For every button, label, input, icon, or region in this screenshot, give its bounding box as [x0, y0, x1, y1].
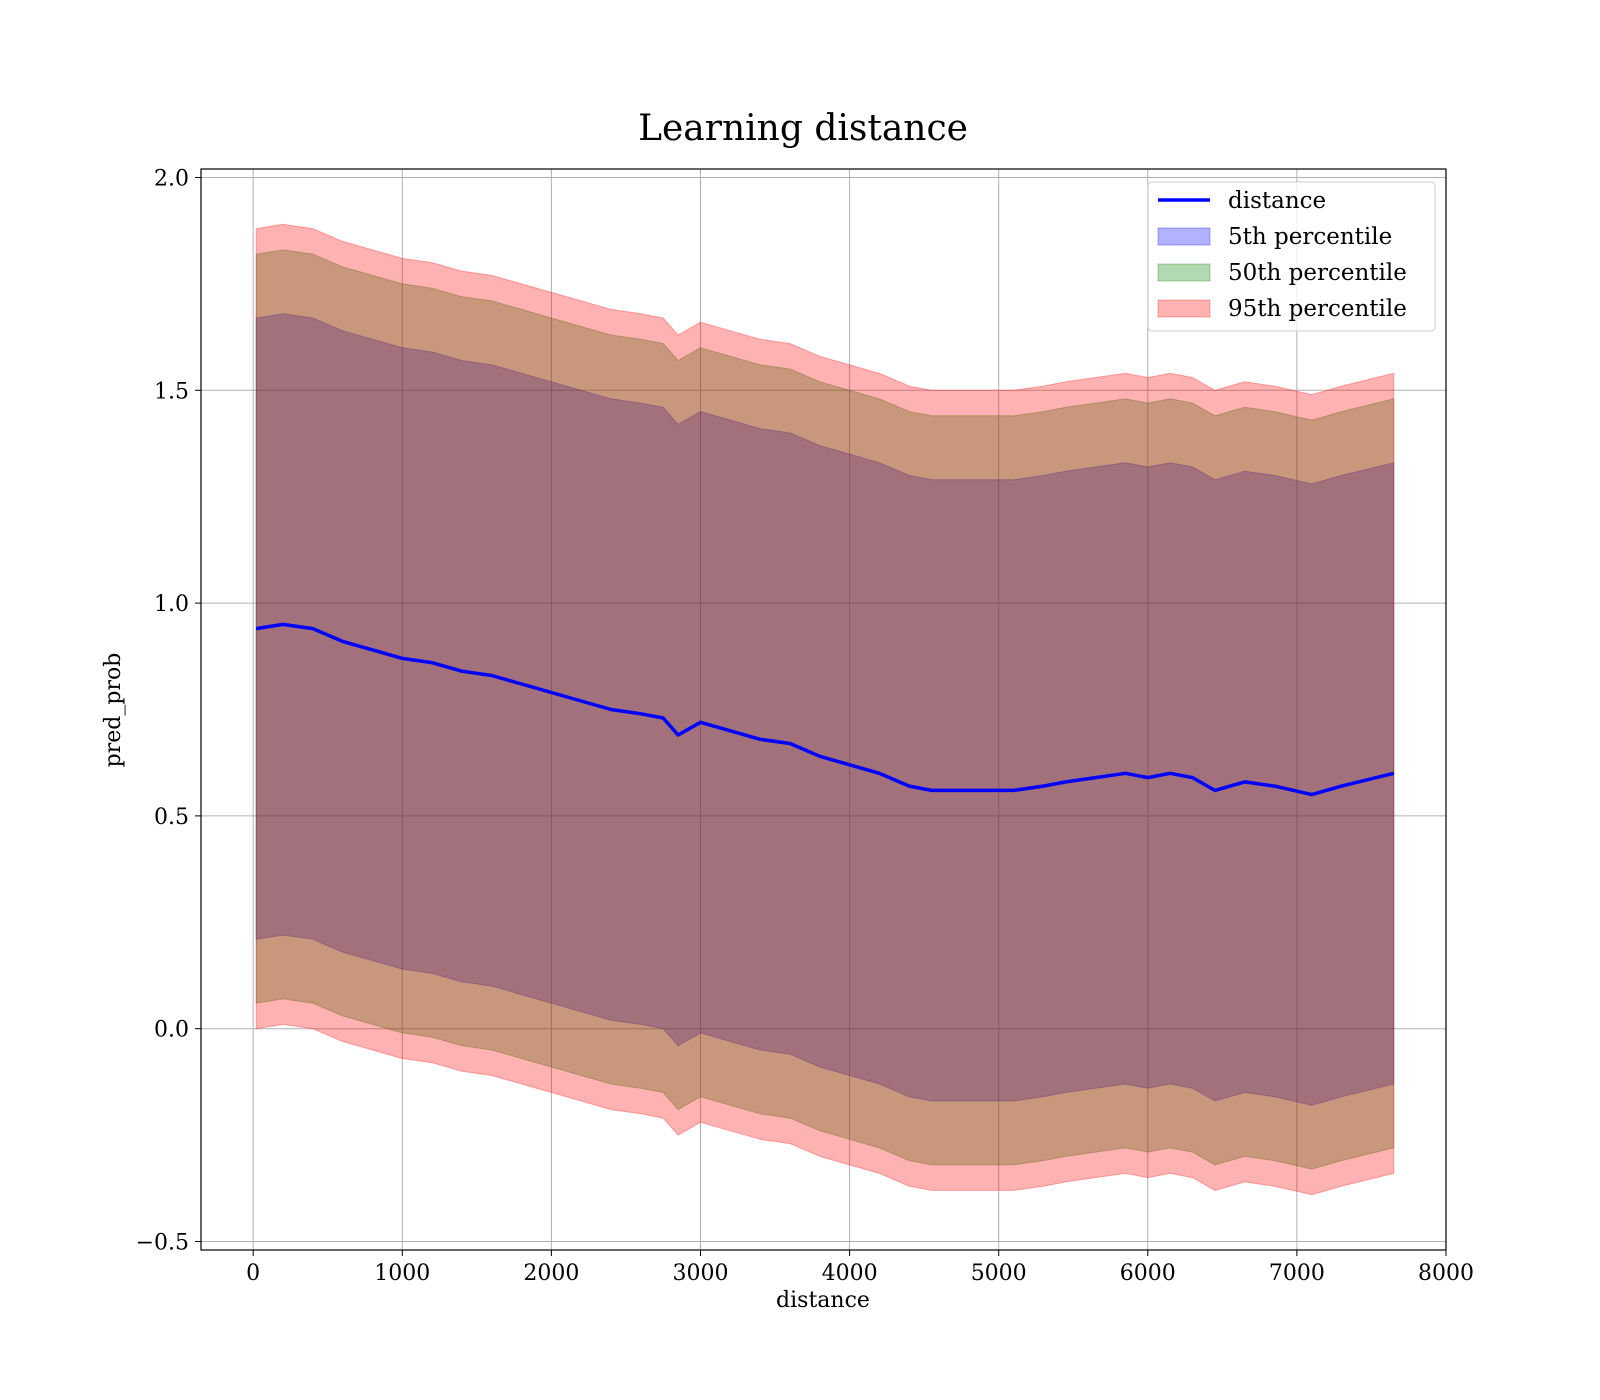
band-95th-percentile [255, 223, 1395, 1196]
x-tick-label: 1000 [374, 1261, 430, 1286]
band-5th-percentile [255, 313, 1395, 1106]
y-tick-label: 0.0 [154, 1018, 189, 1043]
x-tick-label: 0 [246, 1261, 260, 1286]
legend-swatch-95th [1157, 299, 1211, 318]
x-tick-label: 7000 [1269, 1261, 1325, 1286]
x-tick-label: 4000 [822, 1261, 878, 1286]
percentile-bands [255, 223, 1395, 1196]
series-lines [255, 622, 1395, 797]
band-50th-percentile [255, 249, 1395, 1170]
x-axis-label: distance [776, 1288, 870, 1313]
x-tick-label: 8000 [1418, 1261, 1474, 1286]
y-tick-label: 1.5 [154, 379, 189, 404]
x-tick-label: 2000 [523, 1261, 579, 1286]
y-axis-label: pred_prob [101, 653, 126, 768]
legend: distance 5th percentile 50th percentile … [1147, 181, 1436, 332]
y-tick-label: 1.0 [154, 592, 189, 617]
x-tick-label: 5000 [971, 1261, 1027, 1286]
legend-frame [1147, 181, 1436, 332]
axis-ticks: 0 1000 2000 3000 4000 5000 6000 7000 8000 −0.5 0.0… [136, 167, 1474, 1286]
legend-label-5th: 5th percentile [1228, 224, 1392, 250]
chart-title: Learning distance [638, 108, 968, 149]
y-tick-label: 2.0 [154, 167, 189, 192]
legend-swatch-50th [1157, 263, 1211, 282]
plot-frame [200, 168, 1447, 1251]
legend-label-95th: 95th percentile [1228, 296, 1407, 322]
legend-label-distance: distance [1228, 188, 1326, 214]
legend-label-50th: 50th percentile [1228, 260, 1407, 286]
x-tick-label: 3000 [672, 1261, 728, 1286]
legend-swatch-5th [1157, 227, 1211, 246]
y-tick-label: 0.5 [154, 805, 189, 830]
x-tick-label: 6000 [1120, 1261, 1176, 1286]
distance-line [255, 622, 1395, 797]
y-tick-label: −0.5 [136, 1230, 189, 1255]
